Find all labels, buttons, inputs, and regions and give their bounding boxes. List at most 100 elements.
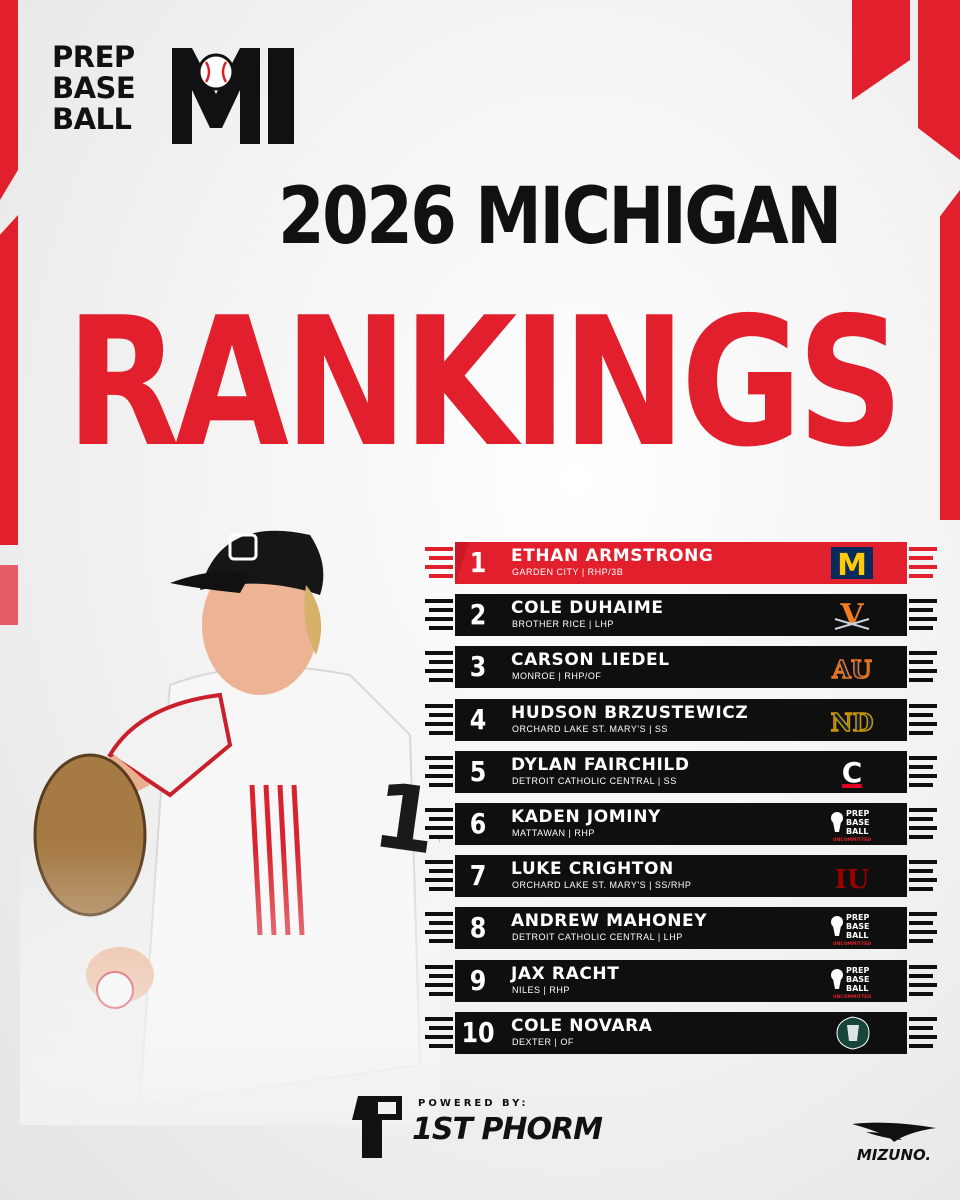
mizuno-wordmark: MIZUNO. [856,1146,932,1164]
player-name: ETHAN ARMSTRONG [511,546,714,566]
player-school-position: DETROIT CATHOLIC CENTRAL | LHP [512,932,683,943]
svg-text:ND: ND [831,708,874,737]
player-name: LUKE CRIGHTON [511,859,674,880]
rank-number: 6 [469,807,487,840]
rank-number: 10 [461,1015,495,1049]
auburn-logo-icon: AU [830,655,872,686]
ranking-row: 9 JAX RACHT NILES | RHP PREP BASE BALL U… [425,959,937,1002]
ranking-row: 3 CARSON LIEDEL MONROE | RHP/OF AU [425,646,937,689]
left-stripe-bottom [0,565,18,625]
rank-number: 3 [469,650,487,684]
player-name: CARSON LIEDEL [511,650,670,671]
ranking-band [425,803,937,845]
player-school-position: BROTHER RICE | LHP [512,619,614,630]
player-name: JAX RACHT [511,963,620,984]
cincinnati-logo-icon: C [842,756,863,789]
player-name: KADEN JOMINY [511,807,661,827]
prep-baseball-mi-logo: PREP BASE BALL MI [52,42,302,152]
svg-text:UNCOMMITTED: UNCOMMITTED [833,994,871,999]
left-stripe-mid [0,215,18,545]
ranking-row: 5 DYLAN FAIRCHILD DETROIT CATHOLIC CENTR… [425,750,937,793]
svg-text:PREP: PREP [846,966,869,975]
notre-dame-logo-icon: ND [830,707,874,738]
ranking-row: 1 ETHAN ARMSTRONG GARDEN CITY | RHP/3B M [425,542,937,584]
logo-line-ball: BALL [52,102,132,136]
rank-number: 9 [469,963,487,997]
ranking-band [425,594,937,637]
baseball-icon [197,53,235,91]
svg-text:PREP: PREP [846,913,869,922]
michigan-state-logo-icon [836,1016,870,1050]
player-school-position: ORCHARD LAKE ST. MARY'S | SS [512,723,668,734]
ranking-band [425,646,937,689]
player-name: HUDSON BRZUSTEWICZ [511,702,749,723]
ranking-row: 10 COLE NOVARA DEXTER | OF [425,1011,937,1054]
svg-text:C: C [842,756,863,789]
ranking-band [425,1011,937,1054]
rank-number: 1 [469,546,487,579]
powered-by-1st-phorm: POWERED BY: 1ST PHORM [352,1094,622,1160]
ranking-row: 8 ANDREW MAHONEY DETROIT CATHOLIC CENTRA… [425,907,937,950]
powered-by-brand: 1ST PHORM [412,1112,603,1147]
svg-text:BALL: BALL [846,931,868,940]
svg-text:MI: MI [234,53,236,55]
indiana-logo-icon: IU [835,865,870,894]
ranking-band [425,907,937,950]
uncommitted-logo-icon: PREP BASE BALL UNCOMMITTED [831,809,871,842]
ranking-row: 4 HUDSON BRZUSTEWICZ ORCHARD LAKE ST. MA… [425,698,937,741]
ranking-band [425,959,937,1002]
ranking-row: 2 COLE DUHAIME BROTHER RICE | LHP V [425,594,937,637]
powered-by-label: POWERED BY: [418,1098,529,1109]
ranking-band [425,750,937,793]
svg-text:BALL: BALL [846,984,868,993]
player-school-position: DEXTER | OF [512,1036,574,1047]
right-stripe-top [852,0,910,100]
svg-text:BASE: BASE [846,818,870,827]
rank-number: 8 [469,911,487,945]
player-name: COLE NOVARA [511,1015,653,1036]
ranking-band [425,542,937,584]
svg-text:PREP: PREP [846,809,869,818]
rank-number: 4 [469,702,487,736]
player-school-position: MATTAWAN | RHP [512,828,595,838]
title-rankings: RANKINGS [66,279,904,486]
ranking-row: 7 LUKE CRIGHTON ORCHARD LAKE ST. MARY'S … [425,855,937,898]
logo-line-prep: PREP [52,40,135,74]
player-name: COLE DUHAIME [511,598,664,619]
player-name: ANDREW MAHONEY [511,911,708,932]
mizuno-runbird-icon [852,1122,936,1142]
player-name: DYLAN FAIRCHILD [511,754,690,775]
rank-number: 5 [469,754,487,788]
svg-text:AU: AU [831,655,872,684]
title-year-state: 2026 MICHIGAN [278,172,842,262]
rank-number: 7 [469,859,487,893]
player-school-position: MONROE | RHP/OF [512,671,602,682]
svg-text:UNCOMMITTED: UNCOMMITTED [833,941,871,946]
svg-text:IU: IU [835,865,870,894]
michigan-logo-icon: M [831,547,873,581]
player-school-position: ORCHARD LAKE ST. MARY'S | SS/RHP [512,880,692,891]
svg-text:BASE: BASE [846,975,870,984]
svg-text:M: M [837,548,867,581]
right-stripe-tall [918,0,960,160]
ranking-band [425,698,937,741]
uncommitted-logo-icon: PREP BASE BALL UNCOMMITTED [831,966,871,999]
left-stripe-top [0,0,18,200]
svg-text:BASE: BASE [846,922,870,931]
1st-phorm-logo-icon [352,1096,402,1158]
player-school-position: GARDEN CITY | RHP/3B [512,567,624,577]
right-stripe-mid [940,190,960,520]
logo-mi-mark: MI [172,48,294,144]
rank-number: 2 [469,598,487,632]
player-photo: 18 [20,505,440,1125]
uncommitted-logo-icon: PREP BASE BALL UNCOMMITTED [831,913,871,946]
player-school-position: DETROIT CATHOLIC CENTRAL | SS [512,775,677,786]
ranking-band [425,855,937,898]
ranking-row: 6 KADEN JOMINY MATTAWAN | RHP PREP BASE … [425,803,937,845]
svg-text:V: V [839,598,864,633]
player-school-position: NILES | RHP [512,984,570,995]
svg-text:UNCOMMITTED: UNCOMMITTED [833,837,871,842]
svg-text:BALL: BALL [846,827,868,836]
mizuno-logo: MIZUNO. [848,1118,940,1168]
